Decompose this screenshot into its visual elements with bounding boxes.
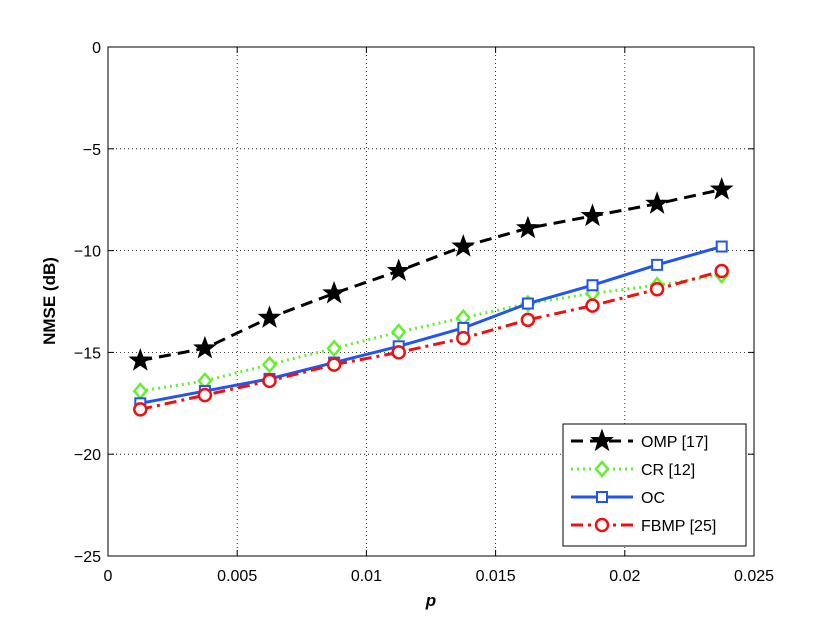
square-marker bbox=[651, 258, 664, 271]
diamond-marker bbox=[261, 355, 278, 374]
star-marker bbox=[451, 234, 476, 257]
star-marker bbox=[128, 348, 153, 371]
y-tick-label: −20 bbox=[74, 447, 101, 464]
circle-marker bbox=[649, 282, 665, 297]
legend: OMP [17] CR [12] OC FBMP [25] bbox=[562, 423, 747, 547]
x-tick-label: 0.025 bbox=[734, 568, 774, 585]
diamond-marker bbox=[594, 460, 610, 478]
circle-marker bbox=[456, 330, 471, 346]
series-line bbox=[140, 188, 723, 363]
x-tick-label: 0.015 bbox=[476, 568, 516, 585]
star-marker bbox=[386, 258, 411, 282]
circle-marker bbox=[391, 345, 406, 360]
x-axis-label: p bbox=[425, 591, 436, 610]
x-tick-label: 0 bbox=[104, 568, 113, 585]
circle-marker bbox=[520, 312, 536, 328]
y-tick-label: −10 bbox=[74, 244, 101, 261]
circle-marker bbox=[133, 402, 148, 417]
square-marker bbox=[596, 491, 608, 503]
circle-marker bbox=[585, 298, 600, 313]
circle-marker bbox=[714, 263, 729, 279]
y-tick-label: −25 bbox=[74, 549, 101, 566]
circle-marker bbox=[594, 517, 610, 533]
circle-marker bbox=[197, 387, 213, 403]
star-marker bbox=[590, 428, 614, 452]
x-tick-label: 0.01 bbox=[351, 568, 382, 585]
y-tick-label: −5 bbox=[83, 142, 101, 159]
x-tick-label: 0.005 bbox=[217, 568, 257, 585]
y-tick-label: −15 bbox=[74, 345, 101, 362]
square-marker bbox=[715, 240, 728, 253]
plot-frame bbox=[107, 46, 755, 557]
y-tick-label: 0 bbox=[92, 40, 101, 57]
axis-ticks: 0 0.005 0.01 0.015 0.02 0.025 −25 −20 −15 −10 −5 0 bbox=[74, 40, 774, 585]
legend-entry-label: OMP [17] bbox=[641, 434, 708, 451]
y-axis-label: NMSE (dB) bbox=[40, 257, 59, 345]
series-fbmp-25 bbox=[133, 263, 729, 417]
diamond-marker bbox=[326, 339, 342, 358]
star-marker bbox=[193, 335, 217, 359]
legend-entry-label: CR [12] bbox=[641, 462, 695, 479]
circle-marker bbox=[326, 357, 342, 372]
star-marker bbox=[322, 280, 346, 304]
series-omp-17 bbox=[128, 177, 734, 371]
star-marker bbox=[645, 191, 669, 214]
circle-marker bbox=[262, 373, 277, 389]
legend-entry-label: OC bbox=[641, 490, 665, 507]
star-marker bbox=[516, 215, 540, 239]
diamond-marker bbox=[391, 323, 407, 341]
square-marker bbox=[521, 297, 534, 310]
square-marker bbox=[586, 279, 599, 292]
legend-entry-label: FBMP [25] bbox=[641, 518, 716, 535]
series-layer bbox=[128, 177, 734, 417]
star-marker bbox=[709, 177, 734, 200]
x-tick-label: 0.02 bbox=[609, 568, 640, 585]
legend-box bbox=[562, 423, 747, 547]
series-line bbox=[140, 245, 723, 405]
star-marker bbox=[257, 305, 282, 328]
star-marker bbox=[580, 203, 605, 227]
